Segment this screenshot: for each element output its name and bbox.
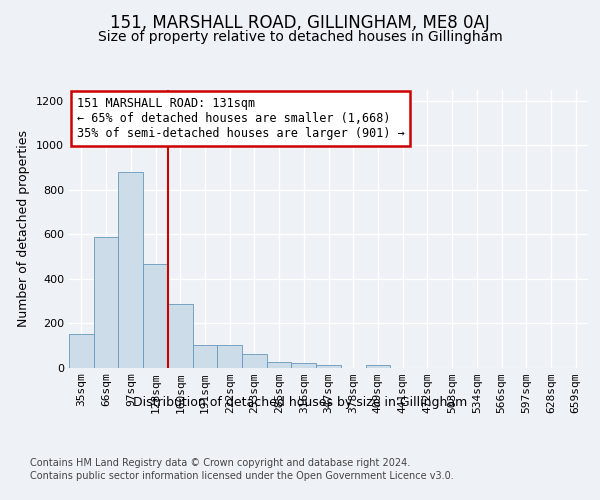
Bar [292,363,316,368]
Text: 151, MARSHALL ROAD, GILLINGHAM, ME8 0AJ: 151, MARSHALL ROAD, GILLINGHAM, ME8 0AJ [110,14,490,32]
Bar [94,236,118,368]
Bar [69,334,94,368]
Y-axis label: Number of detached properties: Number of detached properties [17,130,31,327]
Bar [242,354,267,368]
Text: Distribution of detached houses by size in Gillingham: Distribution of detached houses by size … [133,396,467,409]
Text: Size of property relative to detached houses in Gillingham: Size of property relative to detached ho… [98,30,502,44]
Bar [316,365,341,368]
Bar [143,264,168,368]
Text: Contains public sector information licensed under the Open Government Licence v3: Contains public sector information licen… [30,471,454,481]
Text: Contains HM Land Registry data © Crown copyright and database right 2024.: Contains HM Land Registry data © Crown c… [30,458,410,468]
Bar [168,304,193,368]
Bar [267,362,292,368]
Text: 151 MARSHALL ROAD: 131sqm
← 65% of detached houses are smaller (1,668)
35% of se: 151 MARSHALL ROAD: 131sqm ← 65% of detac… [77,97,404,140]
Bar [193,346,217,368]
Bar [217,346,242,368]
Bar [365,366,390,368]
Bar [118,172,143,368]
